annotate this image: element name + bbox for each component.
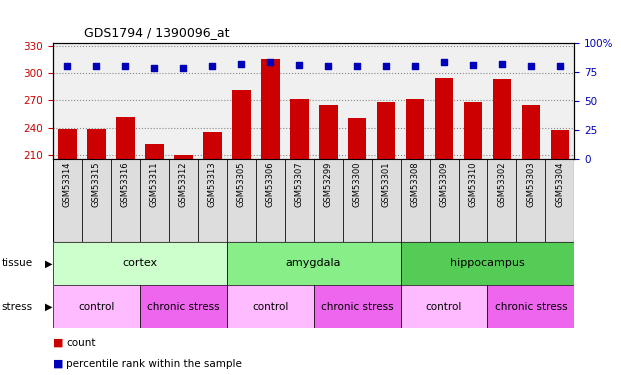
Point — [468, 62, 478, 68]
Bar — [256, 159, 284, 242]
Text: cortex: cortex — [122, 258, 157, 268]
Bar — [464, 102, 483, 159]
Text: amygdala: amygdala — [286, 258, 342, 268]
Bar — [401, 159, 430, 242]
Text: tissue: tissue — [1, 258, 32, 268]
Text: control: control — [252, 302, 288, 312]
Point — [265, 59, 275, 65]
Bar — [140, 159, 169, 242]
Text: GSM53304: GSM53304 — [555, 162, 564, 207]
Text: ■: ■ — [53, 359, 63, 369]
Point — [381, 63, 391, 69]
Text: count: count — [66, 338, 96, 348]
Text: ■: ■ — [53, 338, 63, 348]
Bar — [202, 132, 222, 159]
Text: ▶: ▶ — [45, 302, 53, 312]
Bar — [522, 105, 540, 159]
Point — [294, 62, 304, 68]
Text: percentile rank within the sample: percentile rank within the sample — [66, 359, 242, 369]
Bar — [401, 242, 574, 285]
Bar — [458, 159, 487, 242]
Bar — [492, 80, 512, 159]
Text: chronic stress: chronic stress — [495, 302, 567, 312]
Bar — [145, 144, 164, 159]
Text: control: control — [426, 302, 462, 312]
Bar — [343, 159, 371, 242]
Point — [207, 63, 217, 69]
Bar — [87, 129, 106, 159]
Bar — [227, 159, 256, 242]
Text: GSM53303: GSM53303 — [527, 162, 535, 207]
Text: chronic stress: chronic stress — [147, 302, 219, 312]
Point — [526, 63, 536, 69]
Text: GSM53308: GSM53308 — [410, 162, 420, 207]
Bar — [487, 285, 574, 328]
Text: GSM53313: GSM53313 — [207, 162, 217, 207]
Text: GSM53312: GSM53312 — [179, 162, 188, 207]
Bar — [140, 285, 227, 328]
Point — [149, 64, 159, 70]
Bar — [319, 105, 338, 159]
Bar — [261, 58, 279, 159]
Text: GSM53315: GSM53315 — [92, 162, 101, 207]
Bar — [197, 159, 227, 242]
Bar — [169, 159, 197, 242]
Bar — [58, 129, 77, 159]
Text: stress: stress — [1, 302, 32, 312]
Point — [323, 63, 333, 69]
Point — [236, 61, 246, 67]
Bar — [348, 118, 366, 159]
Bar — [227, 242, 401, 285]
Bar — [377, 102, 396, 159]
Point — [410, 63, 420, 69]
Bar — [401, 285, 487, 328]
Point — [497, 61, 507, 67]
Bar — [430, 159, 458, 242]
Point — [439, 59, 449, 65]
Bar — [551, 130, 569, 159]
Bar — [53, 285, 140, 328]
Bar — [545, 159, 574, 242]
Bar — [435, 78, 453, 159]
Text: hippocampus: hippocampus — [450, 258, 525, 268]
Text: GSM53307: GSM53307 — [294, 162, 304, 207]
Point — [62, 63, 72, 69]
Text: GSM53311: GSM53311 — [150, 162, 159, 207]
Text: GSM53316: GSM53316 — [120, 162, 130, 207]
Point — [120, 63, 130, 69]
Text: GSM53302: GSM53302 — [497, 162, 507, 207]
Point — [555, 63, 565, 69]
Bar — [82, 159, 111, 242]
Text: GDS1794 / 1390096_at: GDS1794 / 1390096_at — [84, 26, 229, 39]
Text: GSM53314: GSM53314 — [63, 162, 72, 207]
Text: GSM53300: GSM53300 — [353, 162, 361, 207]
Text: GSM53310: GSM53310 — [468, 162, 478, 207]
Text: chronic stress: chronic stress — [321, 302, 393, 312]
Bar — [406, 99, 425, 159]
Bar — [227, 285, 314, 328]
Bar — [232, 90, 251, 159]
Point — [91, 63, 101, 69]
Bar — [314, 285, 401, 328]
Bar — [517, 159, 545, 242]
Point — [352, 63, 362, 69]
Bar — [487, 159, 517, 242]
Bar — [371, 159, 401, 242]
Point — [178, 64, 188, 70]
Bar — [174, 155, 193, 159]
Text: control: control — [78, 302, 114, 312]
Bar — [116, 117, 135, 159]
Bar — [314, 159, 343, 242]
Bar — [289, 99, 309, 159]
Bar — [53, 242, 227, 285]
Bar — [111, 159, 140, 242]
Bar — [284, 159, 314, 242]
Text: GSM53309: GSM53309 — [440, 162, 448, 207]
Text: ▶: ▶ — [45, 258, 53, 268]
Text: GSM53301: GSM53301 — [381, 162, 391, 207]
Text: GSM53299: GSM53299 — [324, 162, 333, 207]
Bar — [53, 159, 82, 242]
Text: GSM53305: GSM53305 — [237, 162, 246, 207]
Text: GSM53306: GSM53306 — [266, 162, 274, 207]
